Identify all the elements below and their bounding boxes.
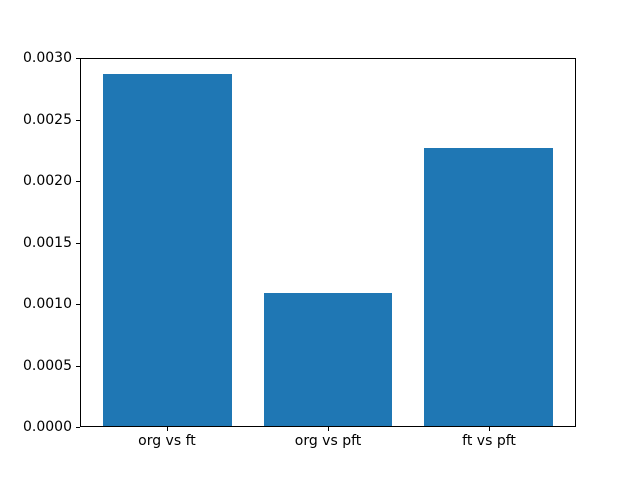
bar-2 [263, 292, 393, 426]
x-tick-mark [166, 427, 168, 431]
x-tick-mark [489, 427, 491, 431]
y-tick-mark [76, 119, 80, 121]
y-tick-label: 0.0030 [23, 50, 72, 66]
y-tick-label: 0.0015 [23, 234, 72, 251]
y-tick-mark [76, 58, 80, 59]
y-tick-mark [76, 427, 80, 428]
x-tick-label: org vs pft [294, 433, 362, 449]
y-tick-mark [76, 304, 80, 305]
bar-1 [103, 73, 232, 426]
y-tick-label: 0.0005 [23, 357, 72, 374]
bar-3 [424, 148, 553, 426]
y-tick-label: 0.0010 [23, 296, 72, 312]
y-tick-label: 0.0000 [23, 419, 72, 435]
plot-area [80, 58, 576, 427]
y-tick-mark [76, 365, 80, 367]
y-tick-label: 0.0025 [23, 111, 72, 128]
x-tick-label: ft vs pft [462, 433, 516, 449]
x-tick-mark [328, 427, 329, 431]
y-tick-label: 0.0020 [23, 173, 72, 189]
y-tick-mark [76, 181, 80, 182]
x-tick-label: org vs ft [138, 433, 196, 449]
y-tick-mark [76, 242, 80, 244]
